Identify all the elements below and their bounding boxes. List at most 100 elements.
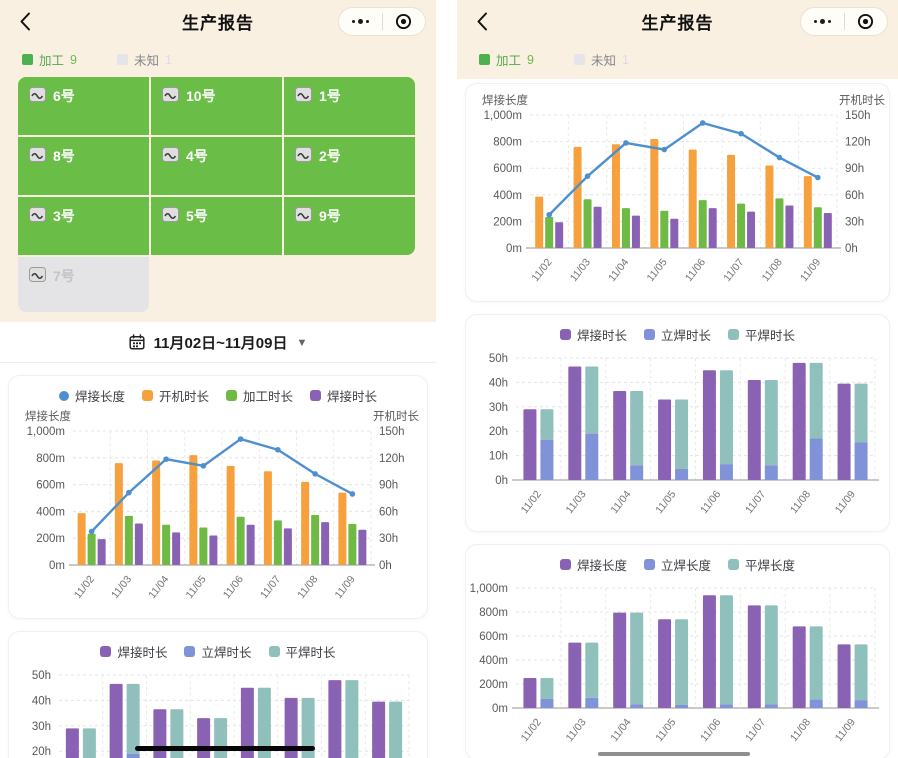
svg-text:0h: 0h — [845, 243, 858, 255]
machine-icon — [162, 147, 179, 162]
close-minimize-button[interactable] — [383, 8, 426, 35]
svg-text:0h: 0h — [495, 475, 508, 487]
bar-series-marker — [728, 559, 739, 570]
svg-text:30h: 30h — [845, 216, 864, 228]
series-legend-label: 焊接长度 — [74, 390, 125, 404]
machine-cell-active[interactable]: 1号 — [284, 77, 415, 135]
chart-legend: 焊接长度 开机时长 加工时长 焊接时长 — [11, 383, 425, 407]
back-button[interactable] — [471, 10, 493, 32]
machine-cell-inactive[interactable]: 7号 — [18, 257, 149, 312]
status-swatch — [22, 54, 33, 65]
status-legend: 加工 9 未知 1 — [457, 42, 898, 75]
status-legend-item[interactable]: 未知 1 — [116, 50, 172, 69]
status-legend-item[interactable]: 未知 1 — [573, 50, 629, 69]
bar-series-marker — [559, 559, 571, 570]
machine-icon — [29, 87, 46, 102]
machine-cell-active[interactable]: 9号 — [284, 197, 415, 255]
status-legend-item[interactable]: 加工 9 — [22, 50, 77, 69]
status-label: 未知 — [590, 54, 616, 68]
screen-right: 生产报告 加工 9 未知 1 0m 0h 200m 30h 400m 60h 600m 90h 800… — [457, 0, 898, 758]
svg-text:120h: 120h — [379, 453, 405, 465]
series-legend-label: 立焊长度 — [660, 559, 711, 573]
machine-cell-active[interactable]: 10号 — [151, 77, 282, 135]
svg-text:30h: 30h — [379, 533, 398, 545]
close-minimize-button[interactable] — [845, 8, 888, 35]
date-range-picker[interactable]: 11月02日~11月09日 ▼ — [0, 322, 436, 363]
svg-text:11/09: 11/09 — [833, 488, 858, 516]
series-legend-item[interactable]: 加工时长 — [226, 386, 293, 405]
svg-text:11/09: 11/09 — [798, 256, 823, 284]
machine-cell-active[interactable]: 6号 — [18, 77, 149, 135]
duration-chart-canvas: 0h10h20h30h40h50h11/0211/0311/0411/0511/… — [32, 670, 410, 758]
series-legend-item[interactable]: 焊接时长 — [310, 386, 377, 405]
more-menu-button[interactable] — [801, 8, 844, 35]
machine-cell-active[interactable]: 8号 — [18, 137, 149, 195]
svg-text:11/03: 11/03 — [564, 488, 589, 516]
svg-text:60h: 60h — [379, 506, 398, 518]
status-label: 加工 — [39, 54, 65, 68]
svg-text:11/08: 11/08 — [760, 256, 785, 284]
svg-text:1,000m: 1,000m — [27, 426, 65, 438]
series-legend-item[interactable]: 立焊时长 — [184, 642, 252, 661]
machine-cell-active[interactable]: 5号 — [151, 197, 282, 255]
series-legend-item[interactable]: 立焊长度 — [643, 555, 711, 574]
machine-cell-active[interactable]: 4号 — [151, 137, 282, 195]
svg-text:40h: 40h — [32, 695, 51, 707]
wechat-capsule — [338, 7, 426, 36]
wechat-capsule — [800, 7, 888, 36]
svg-text:0m: 0m — [492, 703, 508, 715]
svg-text:20h: 20h — [32, 746, 51, 758]
svg-text:400m: 400m — [36, 506, 65, 518]
series-legend-item[interactable]: 平焊时长 — [268, 642, 336, 661]
series-legend-item[interactable]: 焊接时长 — [100, 642, 167, 661]
home-indicator — [597, 752, 750, 756]
chart-card-length: 焊接长度 立焊长度 平焊长度 0m 200m 400m 600m 800m 1,000m 11/… — [465, 544, 890, 758]
machine-icon — [29, 207, 46, 222]
series-legend-item[interactable]: 焊接长度 — [559, 555, 627, 574]
svg-text:90h: 90h — [379, 480, 398, 492]
machine-cell-active[interactable]: 3号 — [18, 197, 149, 255]
phone-panel-left: 生产报告 加工 9 未知 1 6号 10号 1号 8号 4号 2号 3号 5号 9号 7号 — [0, 0, 436, 758]
svg-text:11/04: 11/04 — [608, 488, 633, 516]
series-legend-label: 立焊时长 — [660, 329, 711, 343]
svg-text:11/05: 11/05 — [645, 256, 670, 284]
series-legend-item[interactable]: 焊接长度 — [58, 386, 125, 405]
chevron-left-icon — [20, 12, 30, 30]
caret-down-icon: ▼ — [296, 337, 308, 349]
report-section: 11月02日~11月09日 ▼ 焊接长度 开机时长 加工时长 焊接时长 0m 0h 200… — [0, 322, 436, 758]
series-legend-item[interactable]: 立焊时长 — [643, 325, 711, 344]
svg-text:焊接长度: 焊接长度 — [25, 409, 71, 423]
ellipsis-icon — [351, 19, 369, 24]
svg-text:40h: 40h — [489, 377, 508, 389]
svg-text:200m: 200m — [36, 533, 65, 545]
series-legend-label: 焊接长度 — [576, 559, 627, 573]
chart-card-overview: 焊接长度 开机时长 加工时长 焊接时长 0m 0h 200m 30h 400m 60h 600m 9… — [8, 375, 428, 619]
machine-icon — [29, 147, 46, 162]
svg-text:0m: 0m — [49, 560, 65, 572]
back-button[interactable] — [14, 10, 36, 32]
more-menu-button[interactable] — [339, 8, 382, 35]
status-legend-item[interactable]: 加工 9 — [479, 50, 534, 69]
bar-series-marker — [728, 329, 739, 340]
series-legend-item[interactable]: 平焊时长 — [728, 325, 795, 344]
series-legend-label: 平焊长度 — [745, 559, 796, 573]
svg-text:400m: 400m — [493, 190, 522, 202]
nav-bar: 生产报告 — [457, 0, 898, 42]
machine-grid: 6号 10号 1号 8号 4号 2号 3号 5号 9号 7号 — [18, 77, 415, 312]
svg-text:800m: 800m — [479, 607, 508, 619]
series-legend-item[interactable]: 焊接时长 — [559, 325, 627, 344]
status-label: 加工 — [496, 54, 522, 68]
phone-panel-right: 生产报告 加工 9 未知 1 0m 0h 200m 30h 400m 60h 600m 90h 800… — [449, 0, 898, 758]
svg-text:11/03: 11/03 — [564, 716, 589, 744]
svg-text:11/02: 11/02 — [72, 573, 97, 601]
machine-cell-active[interactable]: 2号 — [284, 137, 415, 195]
machine-icon — [29, 267, 46, 282]
machine-label: 4号 — [186, 148, 208, 164]
bar-series-marker — [268, 646, 280, 657]
series-legend-item[interactable]: 开机时长 — [141, 386, 209, 405]
machine-icon — [295, 147, 312, 162]
series-legend-item[interactable]: 平焊长度 — [728, 555, 795, 574]
status-label: 未知 — [133, 54, 159, 68]
